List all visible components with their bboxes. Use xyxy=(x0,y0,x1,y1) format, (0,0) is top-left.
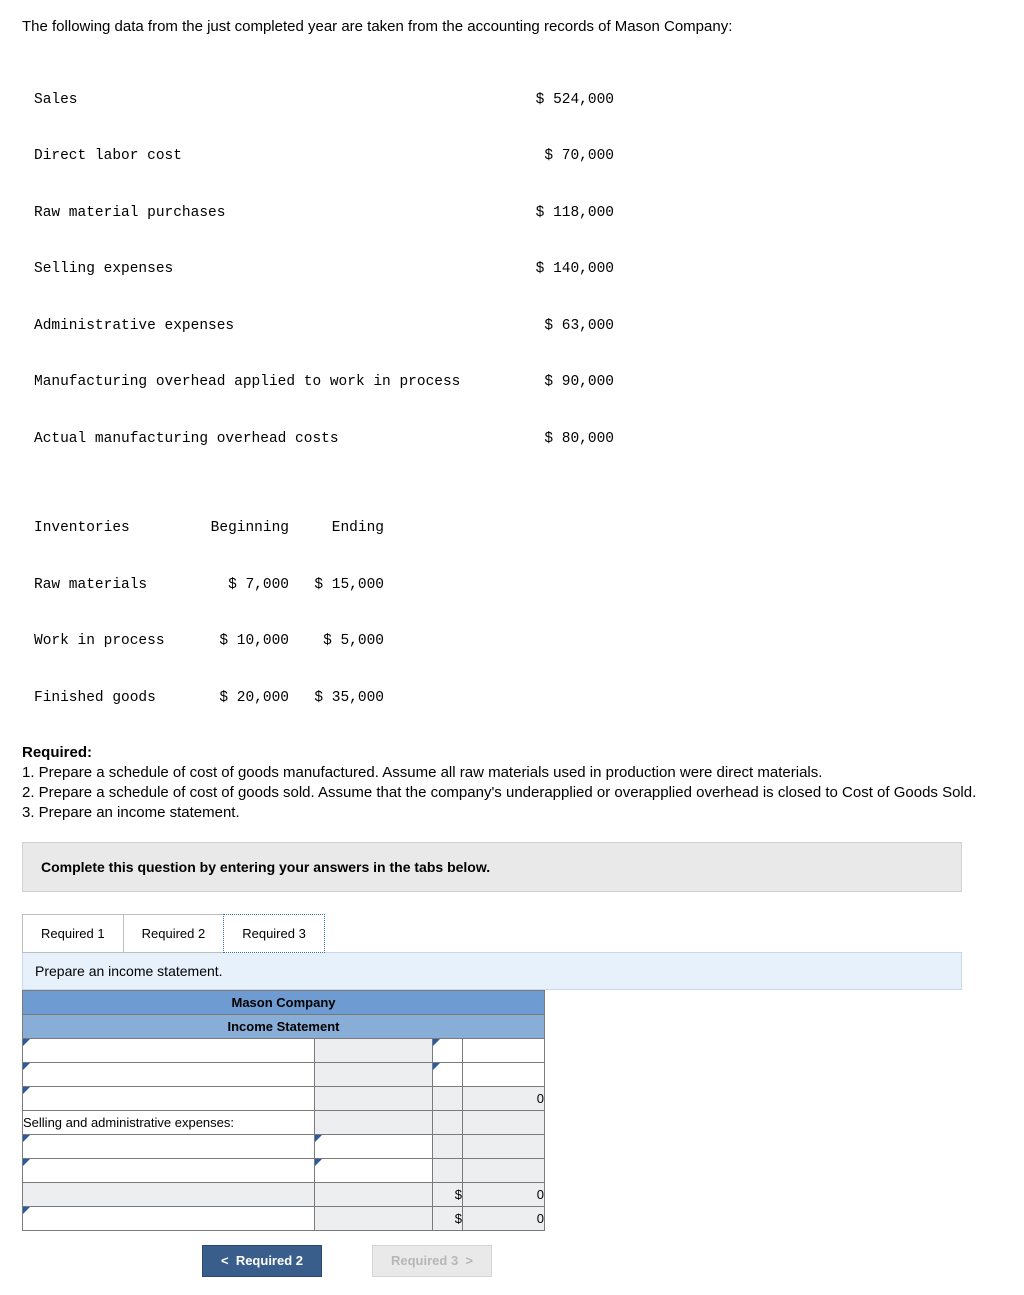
prev-label: Required 2 xyxy=(236,1253,303,1268)
tab-required-3[interactable]: Required 3 xyxy=(223,914,325,953)
tab-required-2[interactable]: Required 2 xyxy=(123,914,225,953)
disabled-cell xyxy=(463,1110,545,1134)
dropdown-icon xyxy=(23,1159,30,1166)
disabled-cell xyxy=(433,1158,463,1182)
computed-cell: 0 xyxy=(463,1206,545,1230)
tab-description: Prepare an income statement. xyxy=(22,952,962,990)
data-row: Selling expenses$ 140,000 xyxy=(34,260,1002,279)
disabled-cell xyxy=(463,1134,545,1158)
problem-intro: The following data from the just complet… xyxy=(22,18,1002,35)
dropdown-icon xyxy=(23,1063,30,1070)
input-cell[interactable] xyxy=(23,1158,315,1182)
disabled-cell xyxy=(315,1182,433,1206)
currency-cell: $ xyxy=(433,1206,463,1230)
data-row: Sales$ 524,000 xyxy=(34,91,1002,110)
disabled-cell xyxy=(433,1110,463,1134)
dropdown-icon xyxy=(23,1135,30,1142)
tabs: Required 1 Required 2 Required 3 xyxy=(22,914,1002,953)
required-title: Required: xyxy=(22,743,1002,763)
data-row: Raw material purchases$ 118,000 xyxy=(34,204,1002,223)
required-1: 1. Prepare a schedule of cost of goods m… xyxy=(22,763,1002,783)
dropdown-icon xyxy=(433,1063,440,1070)
dropdown-icon xyxy=(315,1135,322,1142)
chevron-left-icon: < xyxy=(221,1253,229,1268)
dropdown-icon xyxy=(315,1159,322,1166)
table-title-company: Mason Company xyxy=(23,990,545,1014)
input-cell[interactable] xyxy=(23,1038,315,1062)
required-2: 2. Prepare a schedule of cost of goods s… xyxy=(22,783,1002,803)
disabled-cell xyxy=(315,1110,433,1134)
input-cell[interactable] xyxy=(433,1038,463,1062)
next-label: Required 3 xyxy=(391,1253,458,1268)
input-cell[interactable] xyxy=(463,1038,545,1062)
computed-cell: 0 xyxy=(463,1182,545,1206)
currency-cell: $ xyxy=(433,1182,463,1206)
prev-button[interactable]: < Required 2 xyxy=(202,1245,322,1277)
required-block: Required: 1. Prepare a schedule of cost … xyxy=(22,743,1002,824)
disabled-cell xyxy=(315,1062,433,1086)
input-cell[interactable] xyxy=(315,1158,433,1182)
tab-required-1[interactable]: Required 1 xyxy=(22,914,124,953)
computed-cell: 0 xyxy=(463,1086,545,1110)
input-cell[interactable] xyxy=(23,1206,315,1230)
required-3: 3. Prepare an income statement. xyxy=(22,803,1002,823)
disabled-cell xyxy=(433,1134,463,1158)
table-title-statement: Income Statement xyxy=(23,1014,545,1038)
disabled-cell xyxy=(315,1086,433,1110)
financial-data-block: Sales$ 524,000 Direct labor cost$ 70,000… xyxy=(34,53,1002,468)
input-cell[interactable] xyxy=(23,1062,315,1086)
inventory-table: InventoriesBeginningEnding Raw materials… xyxy=(34,482,1002,727)
disabled-cell xyxy=(315,1038,433,1062)
input-cell[interactable] xyxy=(463,1062,545,1086)
dropdown-icon xyxy=(433,1039,440,1046)
disabled-cell xyxy=(315,1206,433,1230)
dropdown-icon xyxy=(23,1087,30,1094)
instruction-bar: Complete this question by entering your … xyxy=(22,842,962,892)
data-row: Actual manufacturing overhead costs$ 80,… xyxy=(34,430,1002,449)
input-cell[interactable] xyxy=(23,1134,315,1158)
dropdown-icon xyxy=(23,1039,30,1046)
data-row: Administrative expenses$ 63,000 xyxy=(34,317,1002,336)
input-cell[interactable] xyxy=(433,1062,463,1086)
dropdown-icon xyxy=(23,1207,30,1214)
input-cell[interactable] xyxy=(23,1086,315,1110)
data-row: Direct labor cost$ 70,000 xyxy=(34,147,1002,166)
disabled-cell xyxy=(23,1182,315,1206)
income-statement-table: Mason Company Income Statement 0 Selling… xyxy=(22,990,545,1231)
row-label: Selling and administrative expenses: xyxy=(23,1110,315,1134)
disabled-cell xyxy=(463,1158,545,1182)
chevron-right-icon: > xyxy=(465,1253,473,1268)
disabled-cell xyxy=(433,1086,463,1110)
nav-row: < Required 2 Required 3 > xyxy=(22,1245,672,1277)
next-button[interactable]: Required 3 > xyxy=(372,1245,492,1277)
data-row: Manufacturing overhead applied to work i… xyxy=(34,373,1002,392)
input-cell[interactable] xyxy=(315,1134,433,1158)
